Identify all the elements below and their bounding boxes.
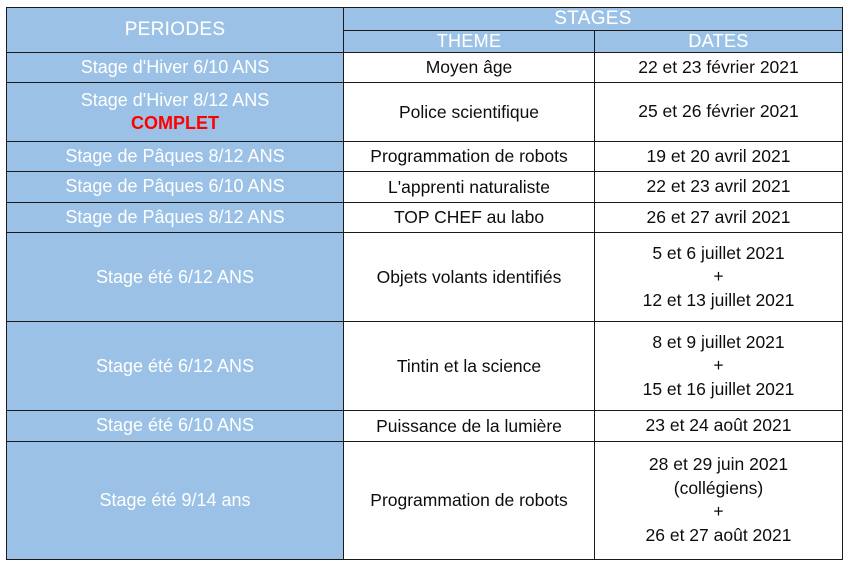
header-row-secondary: THEME DATES	[7, 30, 843, 53]
column-header-periodes: PERIODES	[6, 7, 344, 53]
table-row: Stage de Pâques 8/12 ANS Programmation de…	[6, 140, 843, 173]
periode-label: Stage de Pâques 6/10 ANS	[65, 176, 285, 197]
cell-periode: Stage d'Hiver 8/12 ANS COMPLET	[6, 82, 344, 142]
header-row-primary: PERIODES STAGES	[6, 7, 843, 53]
periode-label: Stage été 6/10 ANS	[95, 415, 255, 436]
table-row: Stage été 9/14 ans Programmation de robot…	[6, 440, 843, 561]
cell-dates: 22 et 23 avril 2021	[594, 171, 843, 203]
stages-schedule-table: PERIODES STAGES THEME DATES Stage d'Hive…	[6, 7, 843, 561]
cell-theme: Objets volants identifiés	[343, 232, 595, 323]
column-header-theme: THEME	[343, 30, 595, 53]
cell-theme: Tintin et la science	[343, 321, 595, 412]
cell-theme: Programmation de robots	[343, 140, 595, 173]
status-badge-complet: COMPLET	[131, 113, 219, 134]
table-row: Stage de Pâques 6/10 ANS L'apprenti natur…	[6, 171, 843, 203]
table-header: PERIODES STAGES THEME DATES	[6, 7, 843, 53]
cell-dates: 23 et 24 août 2021	[594, 410, 843, 442]
column-header-stages: STAGES	[343, 7, 843, 31]
cell-dates: 5 et 6 juillet 2021 + 12 et 13 juillet 2…	[594, 232, 843, 323]
table-row: Stage de Pâques 8/12 ANS TOP CHEF au labo…	[6, 201, 843, 234]
table-row: Stage été 6/10 ANS Puissance de la lumièr…	[6, 410, 843, 442]
cell-periode: Stage été 6/12 ANS	[6, 321, 344, 412]
periode-label: Stage été 6/12 ANS	[95, 266, 255, 287]
cell-dates: 26 et 27 avril 2021	[594, 201, 843, 234]
table-row: Stage d'Hiver 8/12 ANS COMPLET Police scie…	[6, 82, 843, 142]
periode-label: Stage de Pâques 8/12 ANS	[65, 145, 285, 166]
column-header-dates: DATES	[594, 30, 843, 53]
cell-periode: Stage d'Hiver 6/10 ANS	[6, 51, 344, 84]
table-row: Stage été 6/12 ANS Objets volants identif…	[6, 232, 843, 323]
periode-label: Stage été 6/12 ANS	[95, 355, 255, 376]
cell-theme: Programmation de robots	[343, 440, 595, 561]
cell-periode: Stage été 9/14 ans	[6, 440, 344, 561]
cell-periode: Stage de Pâques 8/12 ANS	[6, 140, 344, 173]
cell-dates: 28 et 29 juin 2021 (collégiens) + 26 et …	[594, 440, 843, 561]
cell-periode: Stage été 6/10 ANS	[6, 410, 344, 442]
cell-dates: 25 et 26 février 2021	[594, 82, 843, 142]
cell-theme: Moyen âge	[343, 51, 595, 84]
table-row: Stage été 6/12 ANS Tintin et la science 8 …	[6, 321, 843, 412]
table-row: Stage d'Hiver 6/10 ANS Moyen âge 22 et 23 …	[6, 51, 843, 84]
cell-dates: 22 et 23 février 2021	[594, 51, 843, 84]
periode-label: Stage été 9/14 ans	[99, 489, 251, 510]
cell-theme: TOP CHEF au labo	[343, 201, 595, 234]
periode-label: Stage d'Hiver 6/10 ANS	[80, 57, 270, 78]
cell-theme: L'apprenti naturaliste	[343, 171, 595, 203]
cell-theme: Police scientifique	[343, 82, 595, 142]
schedule-sheet: PERIODES STAGES THEME DATES Stage d'Hive…	[6, 7, 843, 561]
cell-periode: Stage de Pâques 8/12 ANS	[6, 201, 344, 234]
cell-periode: Stage de Pâques 6/10 ANS	[6, 171, 344, 203]
cell-dates: 8 et 9 juillet 2021 + 15 et 16 juillet 2…	[594, 321, 843, 412]
periode-label: Stage d'Hiver 8/12 ANS	[80, 90, 270, 111]
cell-periode: Stage été 6/12 ANS	[6, 232, 344, 323]
cell-theme: Puissance de la lumière	[343, 410, 595, 442]
table-body: Stage d'Hiver 6/10 ANS Moyen âge 22 et 23 …	[6, 51, 843, 561]
periode-label: Stage de Pâques 8/12 ANS	[65, 206, 285, 227]
cell-dates: 19 et 20 avril 2021	[594, 140, 843, 173]
